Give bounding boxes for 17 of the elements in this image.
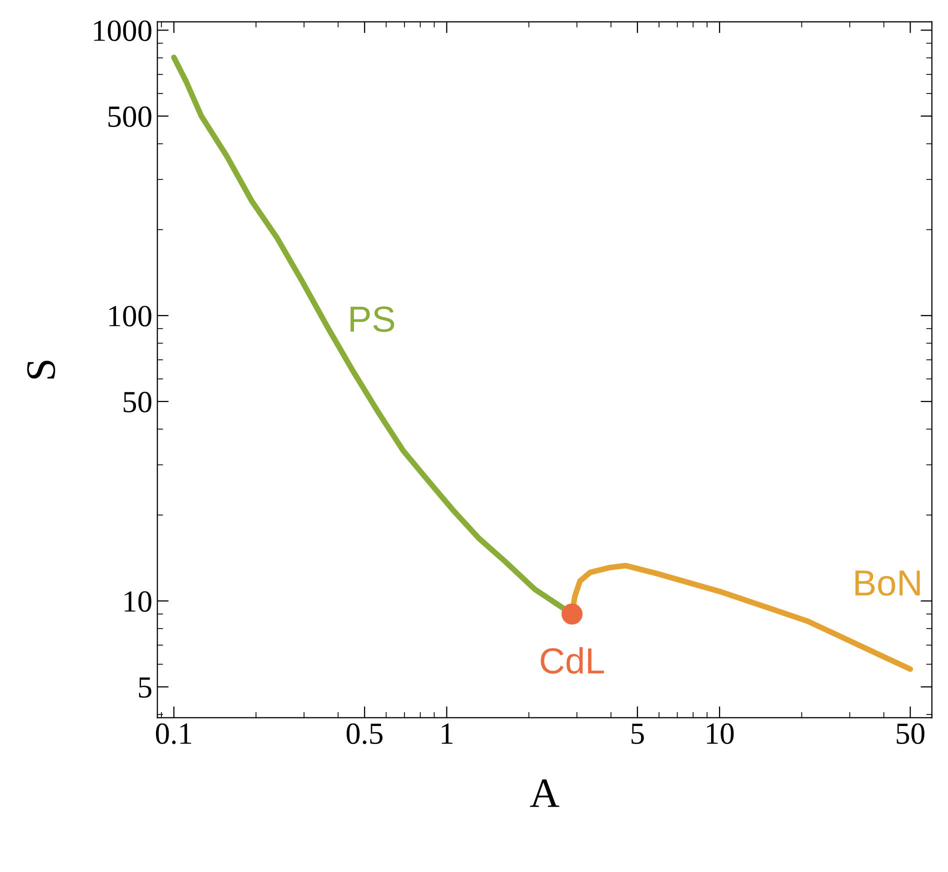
y-tick-label: 50 xyxy=(124,392,152,412)
x-axis-title: A xyxy=(530,779,560,807)
series-label: BoN xyxy=(855,570,920,596)
x-tick-label: 5 xyxy=(632,724,644,744)
x-tick-label: 50 xyxy=(896,723,924,744)
y-tick-label: 10 xyxy=(124,591,152,612)
y-tick-label: 100 xyxy=(109,306,152,326)
y-axis-title: S xyxy=(27,360,56,379)
x-tick-label: 1 xyxy=(442,724,453,744)
series-label: CdL xyxy=(540,647,604,674)
y-tick-label: 5 xyxy=(139,677,152,698)
series-label: PS xyxy=(350,306,394,332)
x-tick-label: 0.1 xyxy=(156,723,192,744)
x-tick-label: 10 xyxy=(706,723,734,744)
x-tick-label: 0.5 xyxy=(346,723,382,744)
y-tick-label: 500 xyxy=(108,106,152,127)
y-tick-label: 1000 xyxy=(94,20,152,42)
